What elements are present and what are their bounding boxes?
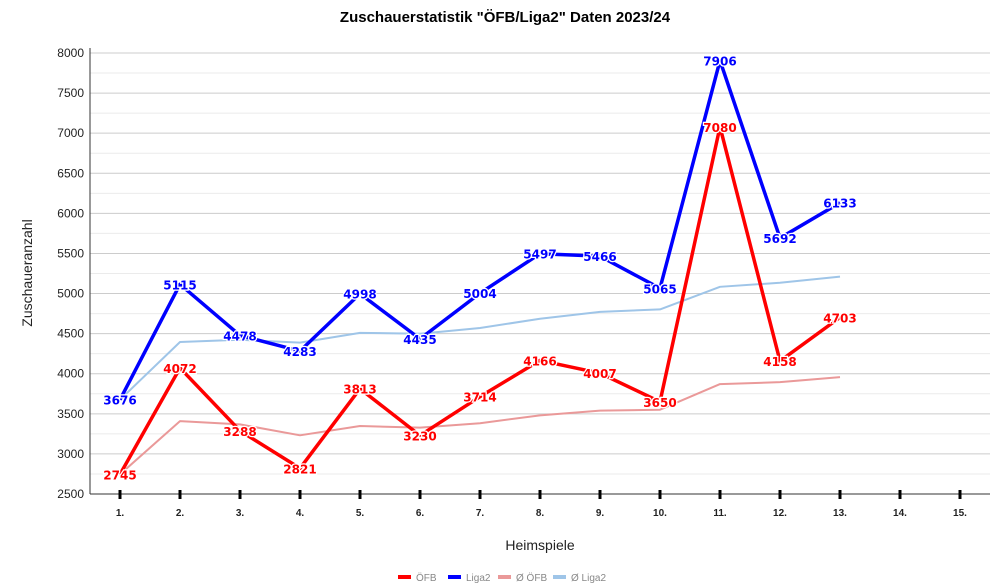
x-tick-label: 4. (296, 508, 305, 519)
data-label: 3230 (403, 429, 436, 443)
x-tick-label: 5. (356, 508, 365, 519)
data-label: 6133 (823, 197, 856, 211)
x-tick-label: 2. (176, 508, 185, 519)
data-label: 3813 (343, 383, 376, 397)
legend: ÖFB Liga2 Ø ÖFB Ø Liga2 (398, 572, 606, 584)
series (118, 58, 842, 476)
x-tick-label: 13. (833, 508, 847, 519)
data-label: 4283 (283, 345, 316, 359)
y-tick-label: 4000 (57, 367, 84, 381)
data-label: 4703 (823, 311, 856, 325)
data-label: 4478 (223, 329, 256, 343)
data-label: 7080 (703, 121, 736, 135)
data-label: 3676 (103, 394, 136, 408)
data-label: 4007 (583, 367, 616, 381)
data-label: 4998 (343, 288, 376, 302)
data-label: 5065 (643, 282, 676, 296)
x-axis-label: Heimspiele (505, 537, 574, 553)
data-label: 5004 (463, 287, 496, 301)
grid (90, 52, 990, 475)
data-label: 5115 (163, 278, 196, 292)
data-label: 5466 (583, 250, 616, 264)
legend-swatch (553, 575, 566, 579)
data-label: 7906 (703, 55, 736, 69)
legend-swatch (498, 575, 511, 579)
data-labels: 2745 4072 3288 2821 3813 3230 3714 4166 4007 3650… (102, 53, 858, 483)
chart-title: Zuschauerstatistik "ÖFB/Liga2" Daten 202… (340, 9, 671, 26)
data-label: 4158 (763, 355, 796, 369)
x-tick-label: 11. (713, 508, 727, 519)
data-label: 2745 (103, 468, 136, 482)
x-tick-label: 6. (416, 508, 425, 519)
y-tick-label: 5500 (57, 246, 84, 260)
y-tick-label: 7500 (57, 86, 84, 100)
axes: 2500 3000 3500 4000 4500 5000 5500 6000 6500 7000… (57, 46, 990, 519)
x-tick-label: 12. (773, 508, 787, 519)
data-label: 4166 (523, 354, 556, 368)
data-label: 3650 (643, 396, 676, 410)
x-tick-label: 14. (893, 508, 907, 519)
data-label: 4435 (403, 333, 436, 347)
data-label: 3714 (463, 391, 496, 405)
y-tick-label: 2500 (57, 487, 84, 501)
y-tick-label: 5000 (57, 287, 84, 301)
x-tick-label: 10. (653, 508, 667, 519)
legend-label: Ø Liga2 (571, 573, 606, 584)
x-tick-label: 9. (596, 508, 605, 519)
data-label: 5497 (523, 248, 556, 262)
x-tick-label: 8. (536, 508, 545, 519)
x-tick-label: 3. (236, 508, 245, 519)
data-label: 2821 (283, 462, 316, 476)
y-tick-label: 3000 (57, 447, 84, 461)
legend-label: ÖFB (416, 572, 437, 584)
data-label: 4072 (163, 362, 196, 376)
y-tick-label: 8000 (57, 46, 84, 60)
y-tick-label: 3500 (57, 407, 84, 421)
legend-label: Liga2 (466, 573, 491, 584)
y-axis-label: Zuschaueranzahl (19, 219, 35, 326)
y-tick-label: 6500 (57, 166, 84, 180)
x-tick-label: 15. (953, 508, 967, 519)
x-tick-label: 1. (116, 508, 125, 519)
y-tick-label: 4500 (57, 327, 84, 341)
y-tick-label: 6000 (57, 206, 84, 220)
legend-label: Ø ÖFB (516, 572, 547, 584)
data-label: 3288 (223, 425, 256, 439)
y-tick-label: 7000 (57, 126, 84, 140)
x-tick-label: 7. (476, 508, 485, 519)
data-label: 5692 (763, 232, 796, 246)
legend-swatch (398, 575, 411, 579)
series-line-Liga2 (118, 58, 841, 401)
legend-swatch (448, 575, 461, 579)
